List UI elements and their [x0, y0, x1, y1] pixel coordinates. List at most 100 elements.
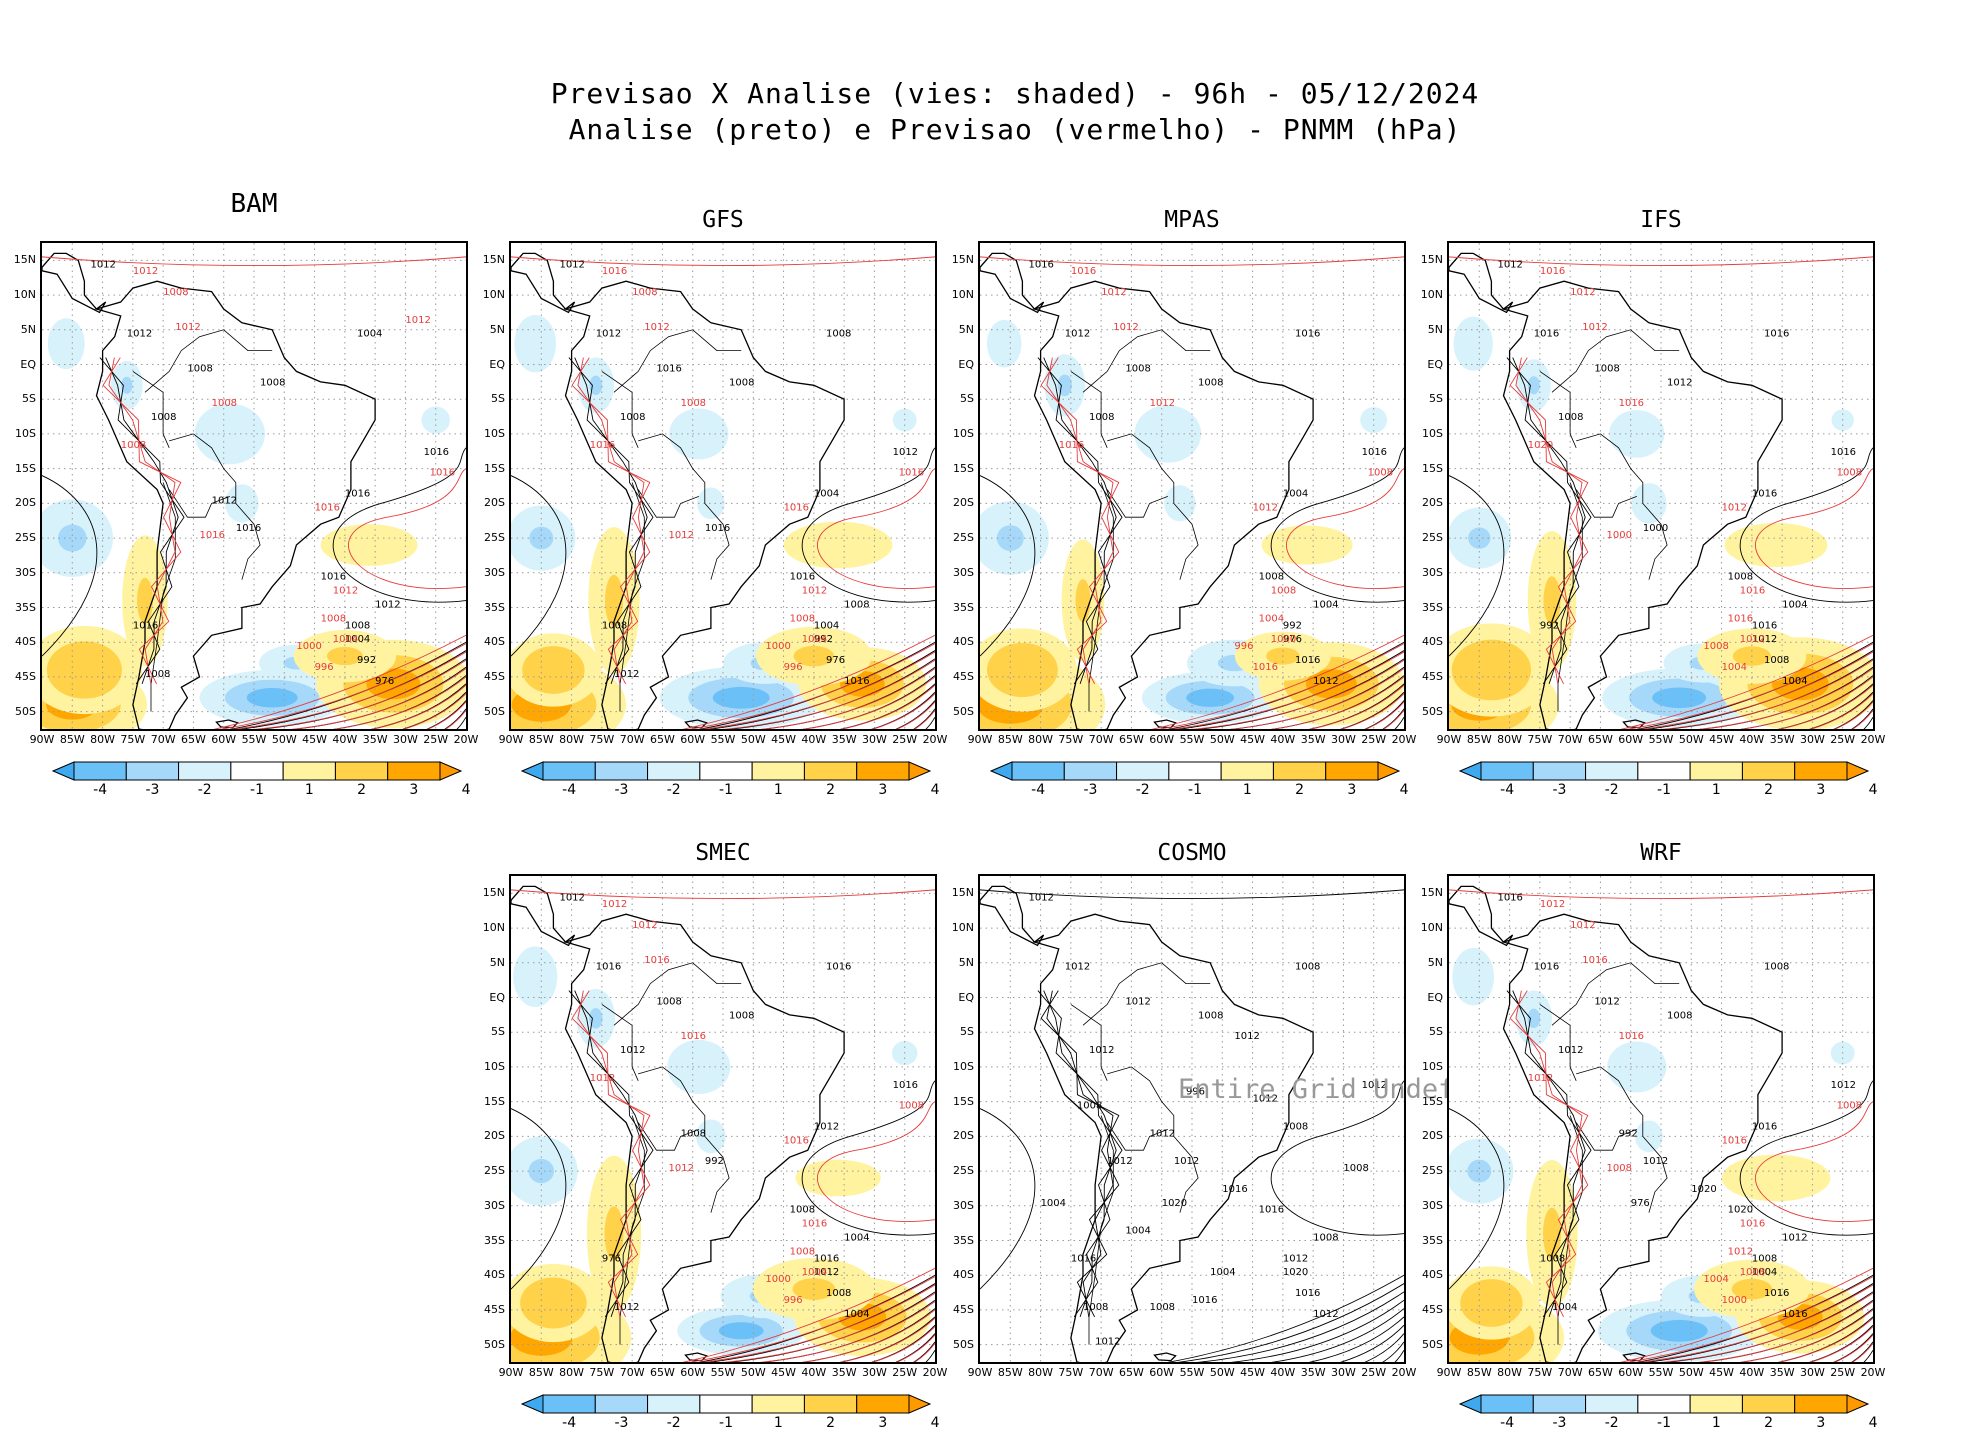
lon-tick-label: 75W: [1058, 1366, 1084, 1379]
lat-tick-label: 10N: [1420, 288, 1443, 302]
lon-tick-label: 50W: [1209, 733, 1235, 746]
forecast-label: 1016: [1059, 440, 1084, 451]
forecast-isobar: [1626, 643, 1873, 729]
country-border: [613, 329, 742, 393]
coastline: [980, 252, 1045, 314]
country-border: [1576, 1066, 1668, 1213]
lat-tick-label: 30S: [1422, 1198, 1443, 1212]
lat-tick-label: 50S: [953, 704, 974, 718]
colorbar-label: -1: [719, 782, 733, 798]
colorbar-label: 4: [930, 1415, 940, 1431]
lon-tick-label: 35W: [1769, 733, 1795, 746]
forecast-isobar: [1834, 701, 1873, 729]
map-mpas: 1016 1012 1008 1008 1008 1016 1016 1004 1008 1004…: [978, 241, 1406, 731]
bias-shade: [352, 537, 387, 553]
coastline: [980, 885, 1045, 947]
colorbar-segment: [1532, 761, 1587, 781]
lon-tick-label: 70W: [1557, 733, 1583, 746]
colorbar-segment: [1794, 1394, 1848, 1414]
forecast-isobar: [1809, 693, 1873, 729]
forecast-label: 1016: [1740, 586, 1765, 597]
analysis-label: 1020: [1283, 1267, 1308, 1278]
colorbar-label: -3: [1552, 782, 1567, 798]
andes-contour: [1506, 357, 1592, 685]
coastline: [563, 913, 845, 1362]
lat-tick-label: 20S: [1422, 1129, 1443, 1143]
analysis-label: 992: [814, 634, 833, 645]
analysis-isobar: [511, 1108, 567, 1290]
colorbar-left-arrow: [520, 761, 544, 781]
colorbar-label: 3: [878, 1415, 888, 1431]
forecast-label: 1016: [1253, 662, 1278, 673]
lat-tick-label: 20S: [953, 496, 974, 510]
analysis-isobar: [913, 708, 935, 729]
panel-title-bam: BAM: [230, 189, 278, 219]
forecast-isobar: [914, 709, 935, 729]
lat-tick-label: 5N: [958, 322, 974, 336]
lat-tick-label: 30S: [1422, 565, 1443, 579]
analysis-label: 1016: [1222, 1184, 1247, 1195]
north-isobar: [980, 889, 1404, 899]
forecast-isobar: [1755, 468, 1873, 589]
country-border: [1557, 482, 1583, 712]
colorbar-label: 3: [878, 782, 888, 798]
lat-tick-label: 30S: [484, 1198, 505, 1212]
lon-tick-label: 85W: [1466, 733, 1492, 746]
analysis-label: 1012: [1667, 377, 1692, 388]
forecast-label: 996: [784, 1295, 803, 1306]
forecast-isobar: [1637, 651, 1873, 729]
analysis-label: 1008: [345, 620, 370, 631]
colorbar-label: 3: [1347, 782, 1357, 798]
forecast-label: 1008: [790, 613, 815, 624]
colorbar-label: -3: [614, 782, 629, 798]
lon-tick-label: 20W: [1391, 733, 1417, 746]
bias-shade: [1171, 493, 1189, 514]
map-canvas-bam: 1012101210081008100810041016101610161012…: [42, 243, 466, 729]
analysis-label: 1012: [1362, 1080, 1387, 1091]
colorbar-label: 4: [1399, 782, 1409, 798]
forecast-isobar: [896, 1334, 935, 1362]
colorbar-segment: [856, 761, 910, 781]
analysis-isobar: [1449, 1108, 1505, 1290]
colorbar-label: 3: [409, 782, 419, 798]
lon-tick-label: 40W: [1270, 733, 1296, 746]
forecast-label: 1008: [1837, 468, 1862, 479]
forecast-label: 1008: [632, 287, 657, 298]
analysis-label: 1012: [1065, 329, 1090, 340]
forecast-isobar: [1157, 643, 1404, 729]
bias-shade: [1527, 1008, 1541, 1029]
bias-shade: [528, 1158, 555, 1184]
colorbar-right-arrow: [1377, 761, 1401, 781]
analysis-label: 1008: [1728, 572, 1753, 583]
forecast-label: 1004: [1259, 613, 1284, 624]
andes-contour: [105, 357, 179, 685]
country-border: [1082, 329, 1211, 393]
analysis-isobar: [1270, 1308, 1404, 1362]
analysis-isobar: [1229, 1299, 1404, 1362]
forecast-isobar: [1192, 659, 1404, 729]
colorbar-label: 1: [1711, 782, 1721, 798]
lat-tick-label: 30S: [15, 565, 36, 579]
colorbar-label: 4: [461, 782, 471, 798]
forecast-label: 1008: [790, 1246, 815, 1257]
country-border: [1088, 1115, 1114, 1345]
colorbar-right-arrow: [908, 761, 932, 781]
lat-tick-label: 40S: [484, 1268, 505, 1282]
bias-shade: [1542, 1207, 1561, 1260]
bias-shade: [1527, 376, 1540, 395]
lon-tick-label: 35W: [1769, 1366, 1795, 1379]
colorbar-segment: [1325, 761, 1379, 781]
lon-tick-label: 40W: [1739, 733, 1765, 746]
forecast-label: 1016: [590, 440, 615, 451]
lon-tick-label: 30W: [1799, 1366, 1825, 1379]
colorbar-segment: [387, 761, 441, 781]
colorbar-svg: [989, 761, 1401, 781]
andes-contour: [571, 990, 651, 1318]
lon-tick-label: 90W: [498, 733, 524, 746]
colorbar-label: 4: [1868, 782, 1878, 798]
bias-shade: [1057, 374, 1072, 397]
lat-tick-label: 35S: [953, 1233, 974, 1247]
andes-contour: [1512, 357, 1586, 685]
andes-contour: [1512, 990, 1586, 1318]
analysis-label: 1008: [187, 363, 212, 374]
